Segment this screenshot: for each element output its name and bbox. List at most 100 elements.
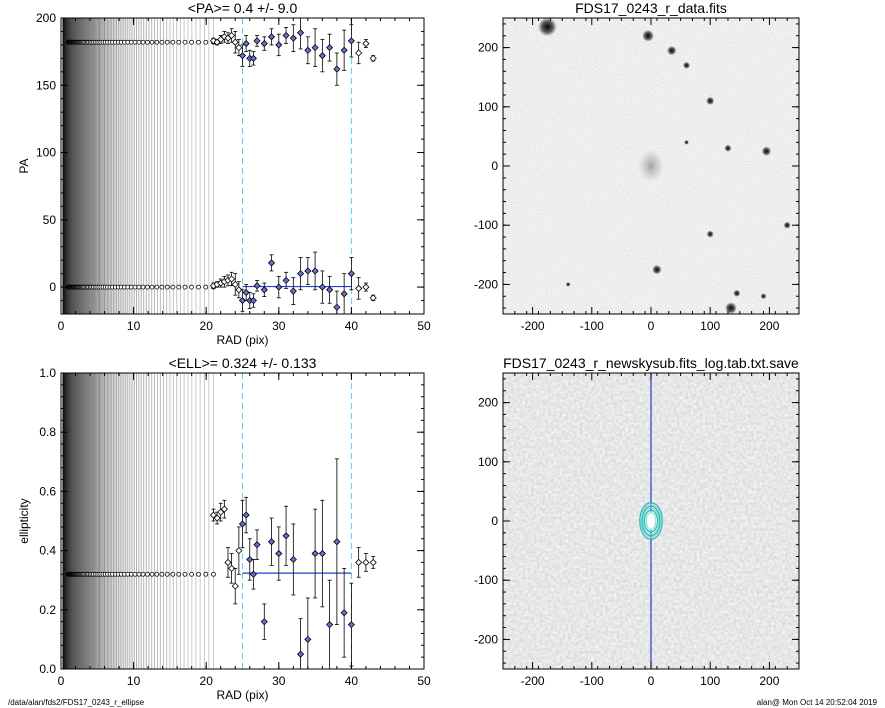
y-axis-label: PA bbox=[17, 158, 31, 173]
data-point bbox=[282, 31, 290, 40]
data-point bbox=[242, 288, 250, 297]
data-point bbox=[249, 570, 257, 578]
data-point bbox=[253, 37, 261, 45]
inner-marker bbox=[154, 571, 160, 577]
data-point bbox=[220, 33, 228, 41]
inner-marker bbox=[159, 39, 165, 45]
inner-radius-lines bbox=[62, 18, 214, 314]
data-point bbox=[304, 46, 312, 54]
inner-radius-lines bbox=[62, 373, 214, 669]
data-point bbox=[253, 282, 261, 290]
inner-marker bbox=[132, 571, 138, 577]
star-source bbox=[733, 289, 741, 297]
data-point bbox=[228, 275, 236, 283]
galaxy-glow bbox=[637, 149, 665, 183]
data-point bbox=[369, 558, 377, 567]
y-tick-label: -100 bbox=[474, 573, 498, 587]
data-point bbox=[355, 49, 363, 57]
y-tick-label: 100 bbox=[478, 455, 498, 469]
x-tick-label: 0 bbox=[648, 319, 655, 333]
inner-marker-row bbox=[65, 284, 216, 290]
isophote-ellipse bbox=[640, 503, 662, 539]
x-tick-label: 100 bbox=[700, 319, 720, 333]
inner-marker bbox=[189, 284, 194, 290]
data-point bbox=[326, 286, 334, 294]
data-point bbox=[228, 564, 236, 572]
star-source bbox=[565, 282, 571, 287]
x-tick-label: 30 bbox=[272, 319, 286, 333]
star-source bbox=[652, 264, 662, 275]
star-source bbox=[642, 29, 654, 42]
inner-marker bbox=[170, 39, 176, 45]
y-tick-label: 0.2 bbox=[39, 603, 56, 617]
inner-marker bbox=[149, 284, 155, 290]
inner-marker bbox=[196, 284, 201, 290]
data-point bbox=[231, 280, 239, 288]
data-point bbox=[220, 505, 228, 513]
footer-path: /data/alan/fds2/FDS17_0243_r_ellipse bbox=[8, 698, 145, 707]
inner-marker bbox=[140, 571, 146, 577]
data-point bbox=[362, 558, 370, 567]
isophote-ellipse bbox=[642, 507, 660, 535]
data-point bbox=[235, 44, 243, 52]
inner-marker bbox=[145, 39, 150, 45]
data-point bbox=[340, 609, 348, 617]
data-point bbox=[318, 549, 326, 558]
plot-frame bbox=[60, 372, 425, 670]
x-tick-label: 10 bbox=[127, 674, 141, 688]
data-point bbox=[275, 283, 283, 291]
inner-marker bbox=[159, 284, 165, 290]
star-source bbox=[706, 96, 715, 106]
inner-marker bbox=[136, 39, 142, 45]
isophote-ellipse bbox=[645, 512, 657, 530]
x-tick-label: 20 bbox=[200, 319, 214, 333]
star-source bbox=[684, 139, 689, 145]
data-point bbox=[249, 296, 257, 305]
data-point bbox=[242, 39, 250, 48]
data-point bbox=[362, 283, 370, 291]
y-tick-label: 200 bbox=[478, 396, 498, 410]
data-point bbox=[289, 34, 297, 42]
x-tick-label: 50 bbox=[417, 674, 431, 688]
y-tick-label: 0 bbox=[49, 280, 56, 294]
data-point bbox=[267, 538, 276, 546]
y-tick-label: 0 bbox=[491, 159, 498, 173]
data-point bbox=[355, 284, 363, 293]
x-tick-label: 30 bbox=[272, 674, 286, 688]
data-point bbox=[304, 635, 312, 643]
data-point bbox=[246, 555, 254, 564]
data-point bbox=[235, 547, 243, 555]
data-point bbox=[326, 621, 334, 629]
x-axis-label: RAD (pix) bbox=[216, 688, 268, 702]
footer-stamp: alan@ Mon Oct 14 20:52:04 2019 bbox=[756, 698, 877, 707]
data-point bbox=[297, 29, 305, 37]
galaxy-core bbox=[645, 511, 657, 531]
inner-marker bbox=[176, 39, 182, 45]
data-point bbox=[238, 296, 247, 305]
inner-marker bbox=[154, 39, 160, 45]
y-tick-label: 0.0 bbox=[39, 662, 56, 676]
inner-marker bbox=[203, 284, 209, 290]
data-point bbox=[333, 538, 341, 546]
data-point bbox=[267, 259, 276, 267]
inner-marker bbox=[140, 284, 146, 290]
star-source bbox=[783, 221, 791, 229]
data-point bbox=[311, 549, 319, 558]
y-tick-label: -200 bbox=[474, 277, 498, 291]
panel-2: -200 -100 0 100 200 -200 -100 0 100 200 FDS17_0243… bbox=[474, 0, 800, 333]
inner-marker-row bbox=[65, 39, 216, 45]
inner-marker bbox=[149, 571, 155, 577]
plot-area bbox=[62, 373, 377, 669]
y-tick-label: -100 bbox=[474, 218, 498, 232]
data-point bbox=[355, 558, 363, 567]
star-source bbox=[724, 144, 732, 152]
data-point bbox=[289, 287, 297, 295]
data-point bbox=[242, 511, 250, 519]
x-tick-label: 0 bbox=[648, 674, 655, 688]
data-point bbox=[347, 37, 355, 45]
data-point bbox=[340, 290, 348, 298]
x-tick-label: -100 bbox=[580, 319, 604, 333]
data-point bbox=[213, 514, 221, 522]
y-tick-label: 0 bbox=[491, 514, 498, 528]
data-point bbox=[297, 270, 305, 278]
